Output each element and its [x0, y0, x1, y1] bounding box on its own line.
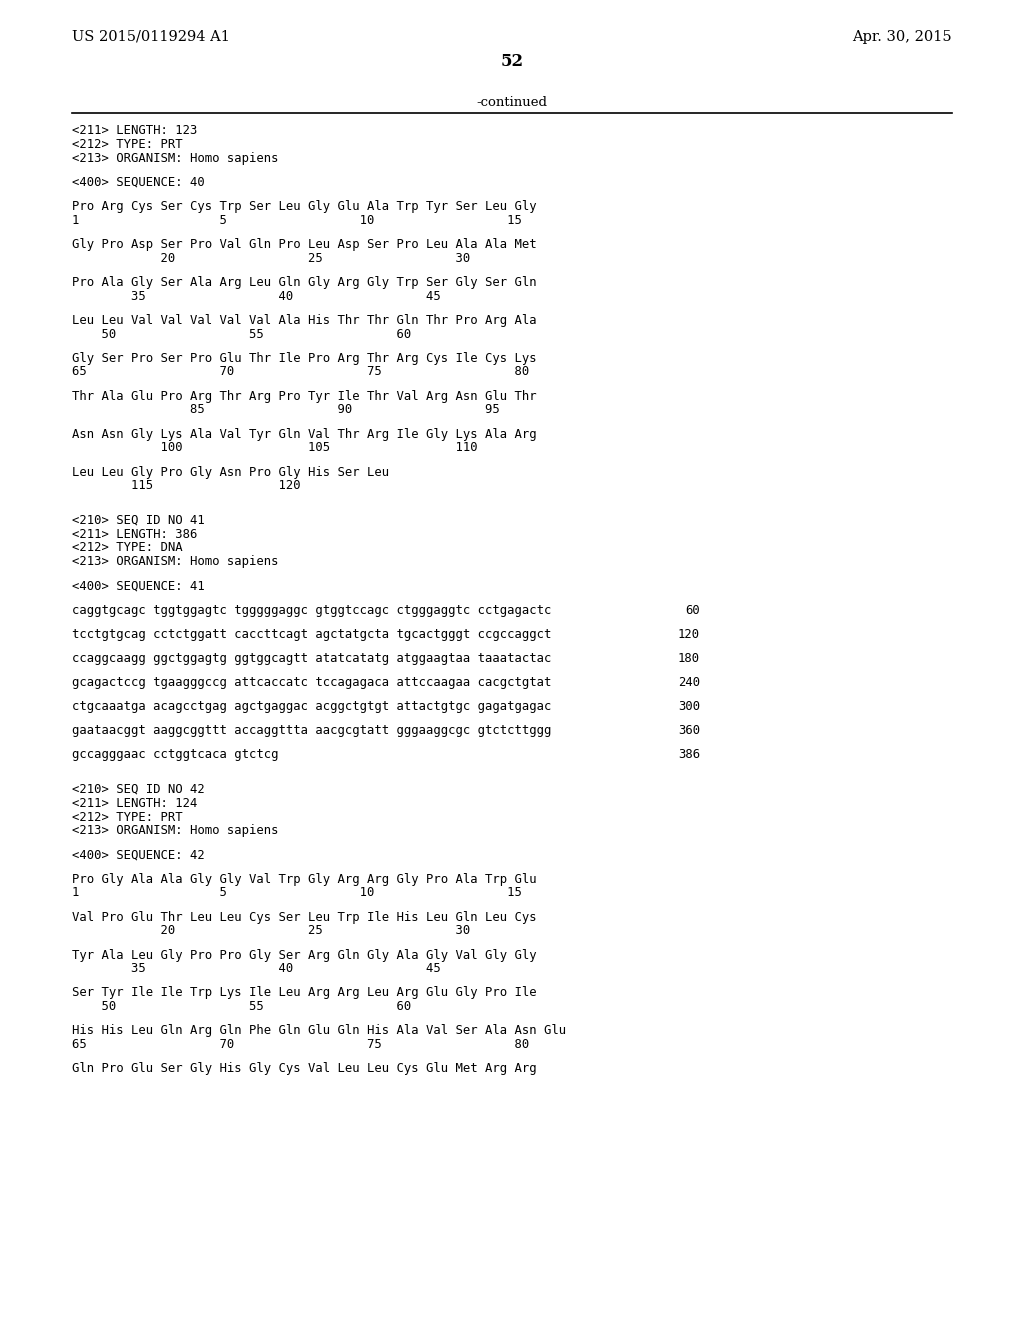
Text: <213> ORGANISM: Homo sapiens: <213> ORGANISM: Homo sapiens [72, 152, 279, 165]
Text: 65                  70                  75                  80: 65 70 75 80 [72, 1039, 529, 1051]
Text: ccaggcaagg ggctggagtg ggtggcagtt atatcatatg atggaagtaa taaatactac: ccaggcaagg ggctggagtg ggtggcagtt atatcat… [72, 652, 551, 665]
Text: 60: 60 [685, 603, 700, 616]
Text: 115                 120: 115 120 [72, 479, 301, 492]
Text: <400> SEQUENCE: 41: <400> SEQUENCE: 41 [72, 579, 205, 593]
Text: <211> LENGTH: 386: <211> LENGTH: 386 [72, 528, 198, 541]
Text: -continued: -continued [476, 95, 548, 108]
Text: 1                   5                  10                  15: 1 5 10 15 [72, 887, 522, 899]
Text: Gly Ser Pro Ser Pro Glu Thr Ile Pro Arg Thr Arg Cys Ile Cys Lys: Gly Ser Pro Ser Pro Glu Thr Ile Pro Arg … [72, 351, 537, 364]
Text: Thr Ala Glu Pro Arg Thr Arg Pro Tyr Ile Thr Val Arg Asn Glu Thr: Thr Ala Glu Pro Arg Thr Arg Pro Tyr Ile … [72, 389, 537, 403]
Text: gcagactccg tgaagggccg attcaccatc tccagagaca attccaagaa cacgctgtat: gcagactccg tgaagggccg attcaccatc tccagag… [72, 676, 551, 689]
Text: <210> SEQ ID NO 42: <210> SEQ ID NO 42 [72, 783, 205, 796]
Text: <211> LENGTH: 124: <211> LENGTH: 124 [72, 797, 198, 809]
Text: gaataacggt aaggcggttt accaggttta aacgcgtatt gggaaggcgc gtctcttggg: gaataacggt aaggcggttt accaggttta aacgcgt… [72, 725, 551, 738]
Text: 240: 240 [678, 676, 700, 689]
Text: Leu Leu Gly Pro Gly Asn Pro Gly His Ser Leu: Leu Leu Gly Pro Gly Asn Pro Gly His Ser … [72, 466, 389, 479]
Text: <211> LENGTH: 123: <211> LENGTH: 123 [72, 124, 198, 137]
Text: Apr. 30, 2015: Apr. 30, 2015 [852, 30, 952, 44]
Text: <212> TYPE: PRT: <212> TYPE: PRT [72, 137, 182, 150]
Text: caggtgcagc tggtggagtc tgggggaggc gtggtccagc ctgggaggtc cctgagactc: caggtgcagc tggtggagtc tgggggaggc gtggtcc… [72, 603, 551, 616]
Text: <400> SEQUENCE: 42: <400> SEQUENCE: 42 [72, 849, 205, 862]
Text: Asn Asn Gly Lys Ala Val Tyr Gln Val Thr Arg Ile Gly Lys Ala Arg: Asn Asn Gly Lys Ala Val Tyr Gln Val Thr … [72, 428, 537, 441]
Text: Pro Ala Gly Ser Ala Arg Leu Gln Gly Arg Gly Trp Ser Gly Ser Gln: Pro Ala Gly Ser Ala Arg Leu Gln Gly Arg … [72, 276, 537, 289]
Text: Gln Pro Glu Ser Gly His Gly Cys Val Leu Leu Cys Glu Met Arg Arg: Gln Pro Glu Ser Gly His Gly Cys Val Leu … [72, 1063, 537, 1076]
Text: 20                  25                  30: 20 25 30 [72, 924, 470, 937]
Text: Pro Gly Ala Ala Gly Gly Val Trp Gly Arg Arg Gly Pro Ala Trp Glu: Pro Gly Ala Ala Gly Gly Val Trp Gly Arg … [72, 873, 537, 886]
Text: 50                  55                  60: 50 55 60 [72, 1001, 412, 1014]
Text: Pro Arg Cys Ser Cys Trp Ser Leu Gly Glu Ala Trp Tyr Ser Leu Gly: Pro Arg Cys Ser Cys Trp Ser Leu Gly Glu … [72, 199, 537, 213]
Text: 20                  25                  30: 20 25 30 [72, 252, 470, 264]
Text: 120: 120 [678, 628, 700, 640]
Text: <213> ORGANISM: Homo sapiens: <213> ORGANISM: Homo sapiens [72, 825, 279, 837]
Text: Tyr Ala Leu Gly Pro Pro Gly Ser Arg Gln Gly Ala Gly Val Gly Gly: Tyr Ala Leu Gly Pro Pro Gly Ser Arg Gln … [72, 949, 537, 961]
Text: 85                  90                  95: 85 90 95 [72, 404, 500, 416]
Text: 386: 386 [678, 748, 700, 762]
Text: 52: 52 [501, 54, 523, 70]
Text: US 2015/0119294 A1: US 2015/0119294 A1 [72, 30, 229, 44]
Text: tcctgtgcag cctctggatt caccttcagt agctatgcta tgcactgggt ccgccaggct: tcctgtgcag cctctggatt caccttcagt agctatg… [72, 628, 551, 640]
Text: 300: 300 [678, 700, 700, 713]
Text: Leu Leu Val Val Val Val Val Ala His Thr Thr Gln Thr Pro Arg Ala: Leu Leu Val Val Val Val Val Ala His Thr … [72, 314, 537, 327]
Text: <400> SEQUENCE: 40: <400> SEQUENCE: 40 [72, 176, 205, 189]
Text: 50                  55                  60: 50 55 60 [72, 327, 412, 341]
Text: 180: 180 [678, 652, 700, 665]
Text: <213> ORGANISM: Homo sapiens: <213> ORGANISM: Homo sapiens [72, 556, 279, 568]
Text: Ser Tyr Ile Ile Trp Lys Ile Leu Arg Arg Leu Arg Glu Gly Pro Ile: Ser Tyr Ile Ile Trp Lys Ile Leu Arg Arg … [72, 986, 537, 999]
Text: Gly Pro Asp Ser Pro Val Gln Pro Leu Asp Ser Pro Leu Ala Ala Met: Gly Pro Asp Ser Pro Val Gln Pro Leu Asp … [72, 238, 537, 251]
Text: <210> SEQ ID NO 41: <210> SEQ ID NO 41 [72, 513, 205, 527]
Text: ctgcaaatga acagcctgag agctgaggac acggctgtgt attactgtgc gagatgagac: ctgcaaatga acagcctgag agctgaggac acggctg… [72, 700, 551, 713]
Text: gccagggaac cctggtcaca gtctcg: gccagggaac cctggtcaca gtctcg [72, 748, 279, 762]
Text: His His Leu Gln Arg Gln Phe Gln Glu Gln His Ala Val Ser Ala Asn Glu: His His Leu Gln Arg Gln Phe Gln Glu Gln … [72, 1024, 566, 1038]
Text: 1                   5                  10                  15: 1 5 10 15 [72, 214, 522, 227]
Text: 65                  70                  75                  80: 65 70 75 80 [72, 366, 529, 379]
Text: 360: 360 [678, 725, 700, 738]
Text: 100                 105                 110: 100 105 110 [72, 441, 477, 454]
Text: Val Pro Glu Thr Leu Leu Cys Ser Leu Trp Ile His Leu Gln Leu Cys: Val Pro Glu Thr Leu Leu Cys Ser Leu Trp … [72, 911, 537, 924]
Text: 35                  40                  45: 35 40 45 [72, 289, 440, 302]
Text: <212> TYPE: PRT: <212> TYPE: PRT [72, 810, 182, 824]
Text: 35                  40                  45: 35 40 45 [72, 962, 440, 975]
Text: <212> TYPE: DNA: <212> TYPE: DNA [72, 541, 182, 554]
